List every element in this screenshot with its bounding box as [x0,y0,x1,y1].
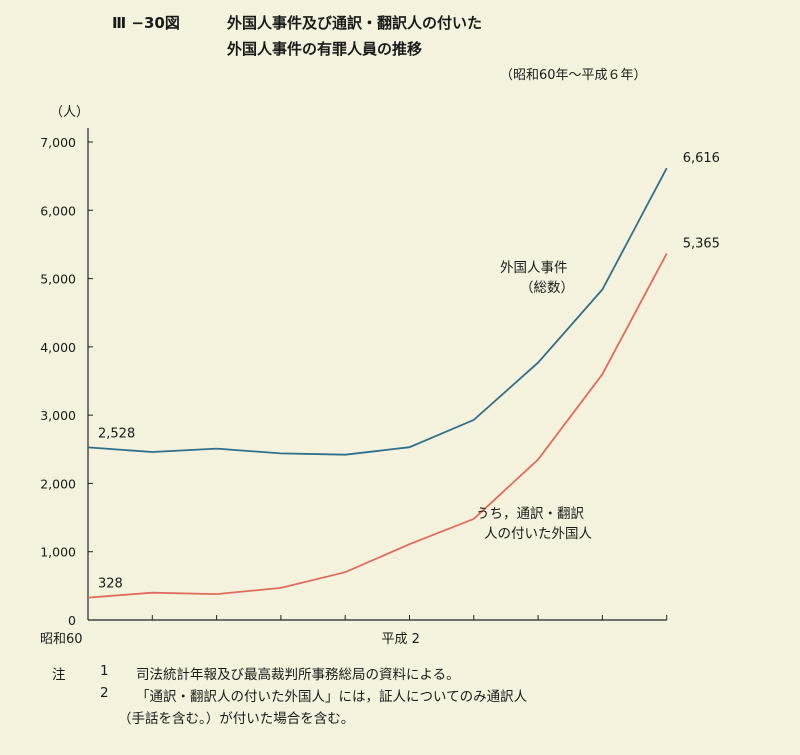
series-line-2 [87,253,668,599]
title-block: Ⅲ −30図 外国人事件及び通訳・翻訳人の付いた 外国人事件の有罪人員の推移 （… [0,0,800,90]
y-axis-label: （人） [50,105,89,120]
y-tick-label: 1,000 [40,545,76,560]
data-label: 328 [98,577,123,592]
y-tick-label: 4,000 [40,340,76,355]
notes-label: 注 [52,667,66,683]
data-label: 2,528 [98,426,135,441]
note-2-text: 「通訳・翻訳人の付いた外国人」には，証人についてのみ通訳人 [136,689,528,705]
data-label: 5,365 [683,237,720,252]
series-label-2-line2: 人の付いた外国人 [484,526,592,542]
series-line-1 [87,167,668,456]
chart-title-line1: 外国人事件及び通訳・翻訳人の付いた [227,14,483,32]
x-tick-label: 平成 2 [382,632,420,647]
y-tick-label: 5,000 [40,272,76,287]
chart-title-line2: 外国人事件の有罪人員の推移 [227,40,423,58]
y-tick-label: 3,000 [40,408,76,423]
y-tick-label: 6,000 [40,203,76,218]
series-label-1-line2: （総数） [520,280,574,296]
series-label-2: うち，通訳・翻訳 [476,506,584,522]
line-chart: （人） 0 1,000 2,000 3,000 4,000 5,000 6,000 7,000 昭… [40,105,720,647]
data-label: 6,616 [683,151,720,166]
note-1-number: 1 [100,663,109,679]
note-2-number: 2 [100,685,109,701]
x-tick-label: 昭和60 [40,632,83,647]
series-label-1: 外国人事件 [500,260,568,276]
note-2-text-cont: （手話を含む。）が付いた場合を含む。 [118,711,355,727]
chart-period: （昭和60年〜平成６年） [500,68,647,83]
note-1-text: 司法統計年報及び最高裁判所事務総局の資料による。 [136,667,460,683]
y-tick-label: 7,000 [40,135,76,150]
figure-number: Ⅲ −30図 [112,14,180,32]
y-tick-label: 0 [68,613,76,628]
y-tick-label: 2,000 [40,476,76,491]
